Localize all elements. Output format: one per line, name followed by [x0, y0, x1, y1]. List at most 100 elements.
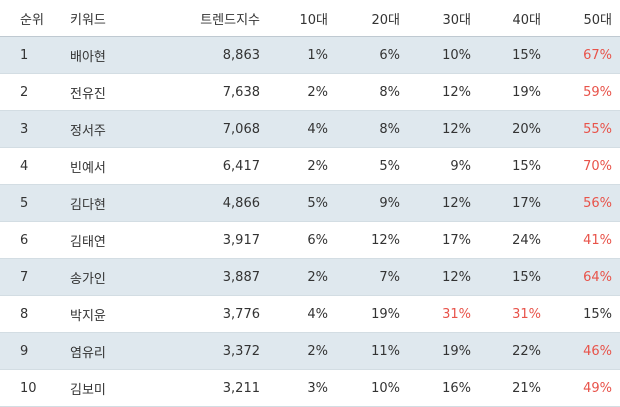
header-rank: 순위: [0, 0, 58, 37]
cell-age-50s: 67%: [549, 36, 620, 74]
cell-age-40s: 15%: [479, 147, 549, 185]
table-row: 1 배아현 8,863 1% 6% 10% 15% 67%: [0, 36, 620, 74]
cell-age-40s: 15%: [479, 36, 549, 74]
cell-rank: 3: [0, 110, 58, 148]
cell-age-20s: 8%: [336, 73, 408, 111]
cell-rank: 1: [0, 36, 58, 74]
cell-age-30s: 12%: [408, 258, 479, 296]
cell-age-10s: 2%: [268, 332, 336, 370]
cell-age-20s: 11%: [336, 332, 408, 370]
cell-keyword: 전유진: [58, 73, 152, 111]
cell-age-40s: 22%: [479, 332, 549, 370]
cell-rank: 6: [0, 221, 58, 259]
cell-trend-index: 3,887: [152, 258, 268, 296]
table-row: 5 김다현 4,866 5% 9% 12% 17% 56%: [0, 184, 620, 222]
cell-rank: 9: [0, 332, 58, 370]
cell-keyword: 염유리: [58, 332, 152, 370]
cell-keyword: 김태연: [58, 221, 152, 259]
cell-age-20s: 10%: [336, 369, 408, 407]
header-age-20s: 20대: [336, 0, 408, 37]
cell-age-10s: 4%: [268, 295, 336, 333]
cell-age-10s: 6%: [268, 221, 336, 259]
cell-age-30s: 17%: [408, 221, 479, 259]
table-row: 6 김태연 3,917 6% 12% 17% 24% 41%: [0, 221, 620, 259]
cell-age-40s: 24%: [479, 221, 549, 259]
cell-age-30s: 12%: [408, 73, 479, 111]
cell-age-10s: 2%: [268, 258, 336, 296]
cell-age-50s: 64%: [549, 258, 620, 296]
cell-age-20s: 6%: [336, 36, 408, 74]
cell-age-10s: 2%: [268, 147, 336, 185]
cell-age-50s: 46%: [549, 332, 620, 370]
cell-rank: 7: [0, 258, 58, 296]
cell-age-50s: 56%: [549, 184, 620, 222]
header-trend-index: 트렌드지수: [152, 0, 268, 37]
cell-trend-index: 3,917: [152, 221, 268, 259]
cell-trend-index: 8,863: [152, 36, 268, 74]
cell-age-50s: 49%: [549, 369, 620, 407]
header-keyword: 키워드: [58, 0, 152, 37]
cell-age-50s: 55%: [549, 110, 620, 148]
cell-keyword: 배아현: [58, 36, 152, 74]
cell-rank: 4: [0, 147, 58, 185]
cell-age-30s: 31%: [408, 295, 479, 333]
cell-age-20s: 5%: [336, 147, 408, 185]
cell-age-10s: 2%: [268, 73, 336, 111]
cell-keyword: 정서주: [58, 110, 152, 148]
cell-keyword: 김보미: [58, 369, 152, 407]
cell-age-50s: 59%: [549, 73, 620, 111]
table-row: 3 정서주 7,068 4% 8% 12% 20% 55%: [0, 110, 620, 148]
cell-rank: 10: [0, 369, 58, 407]
cell-age-10s: 4%: [268, 110, 336, 148]
cell-age-20s: 7%: [336, 258, 408, 296]
cell-age-10s: 3%: [268, 369, 336, 407]
table-row: 9 염유리 3,372 2% 11% 19% 22% 46%: [0, 332, 620, 370]
cell-age-50s: 41%: [549, 221, 620, 259]
cell-rank: 5: [0, 184, 58, 222]
cell-keyword: 박지윤: [58, 295, 152, 333]
cell-age-10s: 1%: [268, 36, 336, 74]
cell-trend-index: 4,866: [152, 184, 268, 222]
header-age-30s: 30대: [408, 0, 479, 37]
cell-age-50s: 15%: [549, 295, 620, 333]
table-row: 7 송가인 3,887 2% 7% 12% 15% 64%: [0, 258, 620, 296]
cell-age-40s: 19%: [479, 73, 549, 111]
cell-age-40s: 17%: [479, 184, 549, 222]
cell-age-20s: 8%: [336, 110, 408, 148]
table-header-row: 순위 키워드 트렌드지수 10대 20대 30대 40대 50대: [0, 0, 620, 37]
cell-age-20s: 9%: [336, 184, 408, 222]
table-row: 10 김보미 3,211 3% 10% 16% 21% 49%: [0, 369, 620, 407]
table-row: 8 박지윤 3,776 4% 19% 31% 31% 15%: [0, 295, 620, 333]
cell-trend-index: 3,211: [152, 369, 268, 407]
cell-age-10s: 5%: [268, 184, 336, 222]
table-row: 2 전유진 7,638 2% 8% 12% 19% 59%: [0, 73, 620, 111]
cell-rank: 2: [0, 73, 58, 111]
cell-age-50s: 70%: [549, 147, 620, 185]
header-age-40s: 40대: [479, 0, 549, 37]
header-age-50s: 50대: [549, 0, 620, 37]
cell-age-30s: 12%: [408, 184, 479, 222]
cell-age-30s: 16%: [408, 369, 479, 407]
table-row: 4 빈예서 6,417 2% 5% 9% 15% 70%: [0, 147, 620, 185]
cell-rank: 8: [0, 295, 58, 333]
cell-age-30s: 12%: [408, 110, 479, 148]
cell-trend-index: 7,638: [152, 73, 268, 111]
cell-age-40s: 31%: [479, 295, 549, 333]
cell-keyword: 김다현: [58, 184, 152, 222]
cell-trend-index: 7,068: [152, 110, 268, 148]
cell-trend-index: 3,776: [152, 295, 268, 333]
cell-trend-index: 3,372: [152, 332, 268, 370]
cell-age-20s: 12%: [336, 221, 408, 259]
cell-age-30s: 9%: [408, 147, 479, 185]
cell-trend-index: 6,417: [152, 147, 268, 185]
header-age-10s: 10대: [268, 0, 336, 37]
cell-age-30s: 10%: [408, 36, 479, 74]
cell-age-40s: 21%: [479, 369, 549, 407]
table-body: 1 배아현 8,863 1% 6% 10% 15% 67% 2 전유진 7,638 2% 8% 12% 19…: [0, 36, 620, 407]
cell-keyword: 송가인: [58, 258, 152, 296]
cell-keyword: 빈예서: [58, 147, 152, 185]
cell-age-40s: 20%: [479, 110, 549, 148]
cell-age-40s: 15%: [479, 258, 549, 296]
cell-age-20s: 19%: [336, 295, 408, 333]
